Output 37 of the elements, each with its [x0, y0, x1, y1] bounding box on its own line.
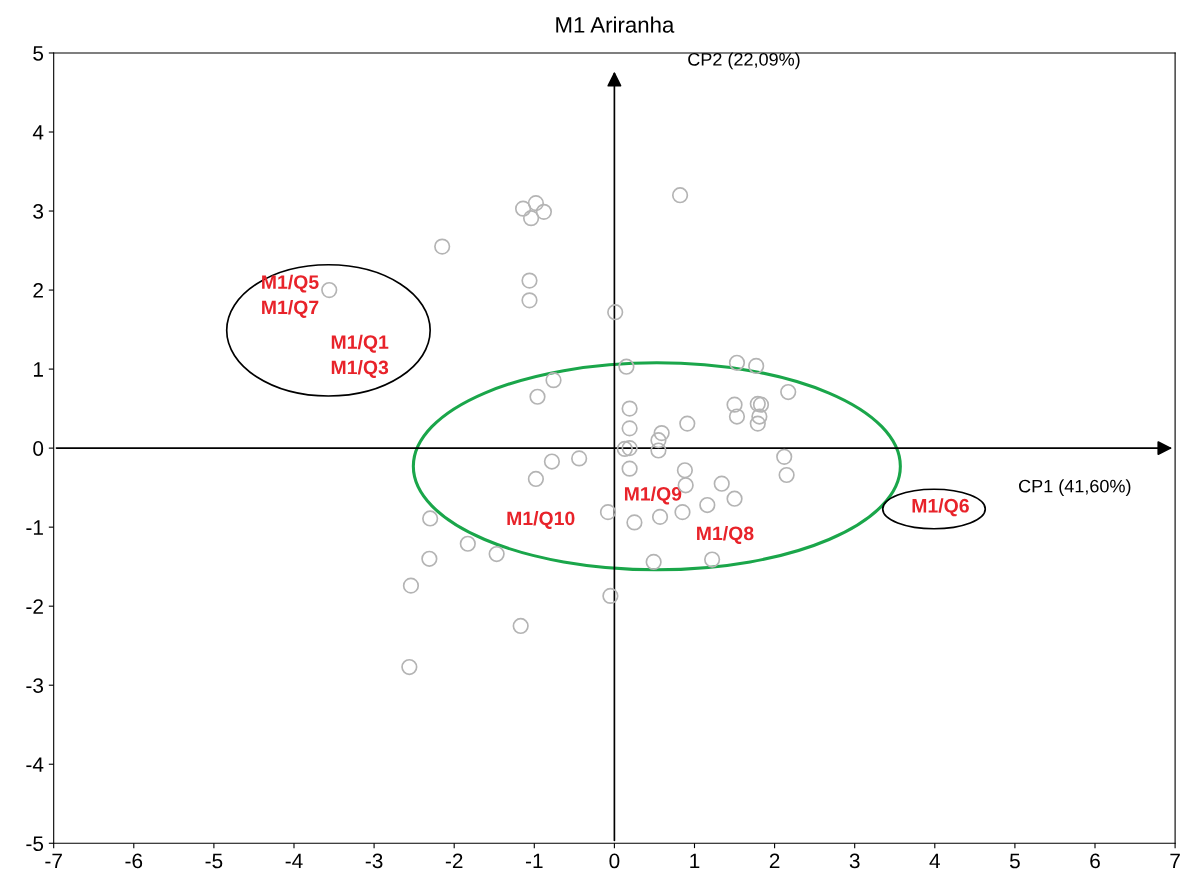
x-tick-label: -3	[365, 853, 383, 869]
x-tick-label: 1	[690, 853, 700, 869]
annotation: M1/Q1	[331, 334, 389, 353]
x-tick-label: 3	[849, 853, 860, 869]
y-tick-label: 0	[33, 441, 44, 456]
x-tick-label: 7	[1170, 853, 1180, 869]
y-tick-label: -1	[26, 520, 43, 535]
annotation: M1/Q5	[262, 274, 319, 293]
x-tick-label: -7	[45, 853, 62, 869]
annotation: M1/Q3	[331, 360, 389, 378]
annotation: M1/Q8	[697, 525, 754, 544]
x-tick-label: 4	[929, 853, 940, 869]
x-tick-label: -4	[285, 853, 303, 869]
y-tick-label: -3	[26, 678, 44, 693]
annotation: M1/Q10	[507, 510, 575, 529]
x-tick-label: 0	[609, 853, 620, 869]
x-tick-label: 5	[1009, 853, 1020, 869]
y-tick-label: 2	[33, 283, 43, 298]
annotation: M1/Q9	[624, 486, 682, 505]
x-tick-label: 6	[1090, 853, 1100, 869]
x-tick-label: -1	[525, 853, 543, 869]
y-tick-label: 1	[33, 362, 43, 377]
annotation: M1/Q6	[912, 498, 969, 517]
chart-title: M1 Ariranha	[556, 16, 675, 33]
y-tick-label: 3	[33, 204, 44, 219]
x-tick-label: -2	[445, 853, 463, 869]
x-axis-title: CP1 (41,60%)	[1019, 479, 1131, 497]
y-tick-label: 5	[33, 46, 44, 61]
y-tick-label: -2	[26, 599, 43, 614]
y-tick-label: -5	[26, 836, 44, 852]
x-tick-label: -6	[125, 853, 143, 869]
x-tick-label: 2	[769, 853, 780, 869]
x-tick-label: -5	[205, 853, 223, 869]
y-tick-label: -4	[26, 757, 44, 772]
y-tick-label: 4	[32, 125, 44, 140]
y-axis-title: CP2 (22,09%)	[688, 52, 800, 70]
annotation: M1/Q7	[262, 299, 319, 318]
